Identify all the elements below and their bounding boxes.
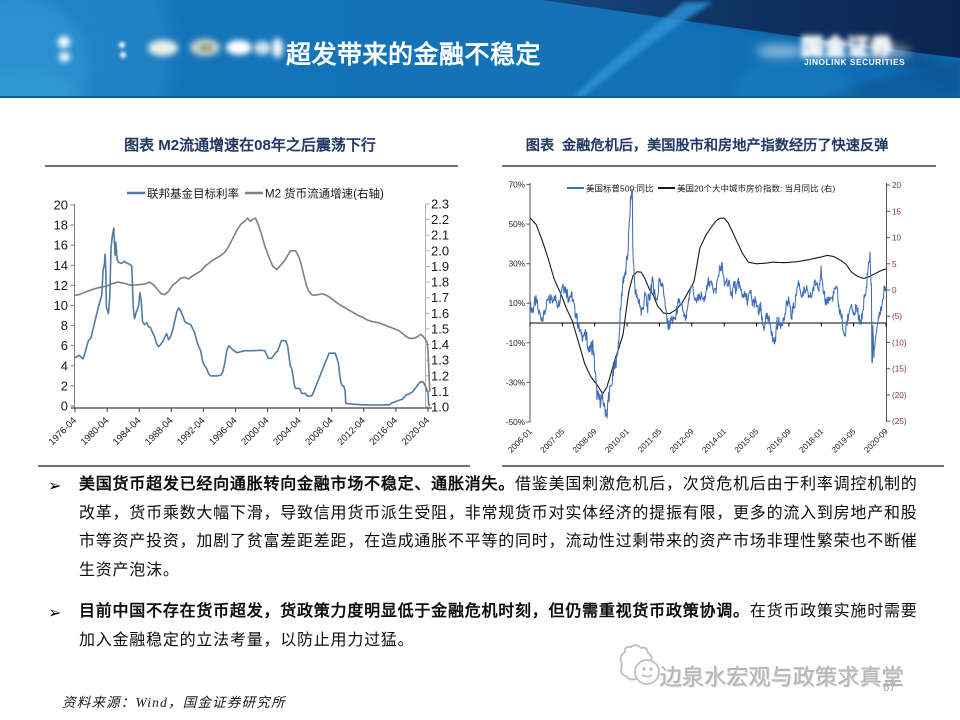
svg-text:2007-05: 2007-05 <box>539 427 567 455</box>
svg-text:(25): (25) <box>892 417 907 426</box>
svg-text:(10): (10) <box>892 338 907 347</box>
svg-text:14: 14 <box>54 258 68 273</box>
svg-text:2014-01: 2014-01 <box>700 427 728 455</box>
svg-text:2012-04: 2012-04 <box>335 415 367 447</box>
svg-text:1.8: 1.8 <box>431 275 449 290</box>
svg-text:(5): (5) <box>892 312 902 321</box>
svg-text:10%: 10% <box>509 299 525 308</box>
svg-text:2020-04: 2020-04 <box>400 415 432 447</box>
svg-text:0: 0 <box>61 399 68 414</box>
svg-text:(15): (15) <box>892 365 907 374</box>
svg-text:2.3: 2.3 <box>431 197 449 212</box>
svg-text:8: 8 <box>61 318 68 333</box>
svg-text:18: 18 <box>54 218 68 233</box>
svg-text:1992-04: 1992-04 <box>175 415 207 447</box>
svg-text:1.1: 1.1 <box>431 384 449 399</box>
svg-text:2008-09: 2008-09 <box>571 427 599 455</box>
svg-text:2015-05: 2015-05 <box>733 427 761 455</box>
svg-text:-30%: -30% <box>506 378 525 387</box>
svg-text:0: 0 <box>892 286 897 295</box>
svg-text:15: 15 <box>892 207 902 216</box>
svg-text:1.9: 1.9 <box>431 259 449 274</box>
svg-text:2016-09: 2016-09 <box>765 427 793 455</box>
svg-text:50%: 50% <box>509 220 525 229</box>
svg-text:4: 4 <box>61 358 68 373</box>
svg-text:2.1: 2.1 <box>431 228 449 243</box>
svg-text:2000-04: 2000-04 <box>239 415 271 447</box>
svg-text:1.7: 1.7 <box>431 290 449 305</box>
svg-text:2008-04: 2008-04 <box>303 415 335 447</box>
svg-text:2020-09: 2020-09 <box>862 427 890 455</box>
svg-text:1.2: 1.2 <box>431 368 449 383</box>
svg-text:1976-04: 1976-04 <box>47 415 79 447</box>
svg-text:1.5: 1.5 <box>431 321 449 336</box>
svg-text:2018-01: 2018-01 <box>798 427 826 455</box>
svg-text:20: 20 <box>892 181 902 190</box>
svg-text:M2 货币流通增速(右轴): M2 货币流通增速(右轴) <box>265 187 384 201</box>
svg-text:(20): (20) <box>892 391 907 400</box>
svg-text:30%: 30% <box>509 260 525 269</box>
svg-text:12: 12 <box>54 278 68 293</box>
svg-text:2016-04: 2016-04 <box>368 415 400 447</box>
svg-text:1.0: 1.0 <box>431 400 449 415</box>
svg-text:2: 2 <box>61 378 68 393</box>
svg-text:1984-04: 1984-04 <box>111 415 143 447</box>
svg-text:1.6: 1.6 <box>431 306 449 321</box>
svg-text:16: 16 <box>54 238 68 253</box>
svg-text:联邦基金目标利率: 联邦基金目标利率 <box>147 187 239 201</box>
svg-text:20: 20 <box>54 198 68 213</box>
svg-text:-10%: -10% <box>506 339 525 348</box>
svg-text:10: 10 <box>54 298 68 313</box>
svg-text:-50%: -50% <box>506 418 525 427</box>
svg-text:1980-04: 1980-04 <box>79 415 111 447</box>
svg-text:1.4: 1.4 <box>431 337 449 352</box>
svg-text:美国标普500:同比: 美国标普500:同比 <box>586 184 654 194</box>
svg-text:2006-01: 2006-01 <box>506 427 534 455</box>
svg-text:1988-04: 1988-04 <box>143 415 175 447</box>
svg-text:1.3: 1.3 <box>431 353 449 368</box>
svg-text:2011-05: 2011-05 <box>636 427 663 454</box>
svg-text:2004-04: 2004-04 <box>271 415 303 447</box>
svg-text:70%: 70% <box>509 181 525 190</box>
svg-text:2012-09: 2012-09 <box>668 427 696 455</box>
svg-text:美国20个大中城市房价指数: 当月同比 (右): 美国20个大中城市房价指数: 当月同比 (右) <box>677 184 835 194</box>
svg-text:图表 金融危机后，美国股市和房地产指数经历了快速反弹: 图表 金融危机后，美国股市和房地产指数经历了快速反弹 <box>526 137 889 154</box>
svg-text:10: 10 <box>892 234 902 243</box>
svg-text:2.2: 2.2 <box>431 212 449 227</box>
svg-text:2019-05: 2019-05 <box>830 427 858 455</box>
svg-text:6: 6 <box>61 338 68 353</box>
svg-text:5: 5 <box>892 260 897 269</box>
svg-text:1996-04: 1996-04 <box>207 415 239 447</box>
svg-text:2010-01: 2010-01 <box>603 427 631 455</box>
svg-text:图表 M2流通增速在08年之后震荡下行: 图表 M2流通增速在08年之后震荡下行 <box>124 136 376 154</box>
svg-text:2.0: 2.0 <box>431 243 449 258</box>
